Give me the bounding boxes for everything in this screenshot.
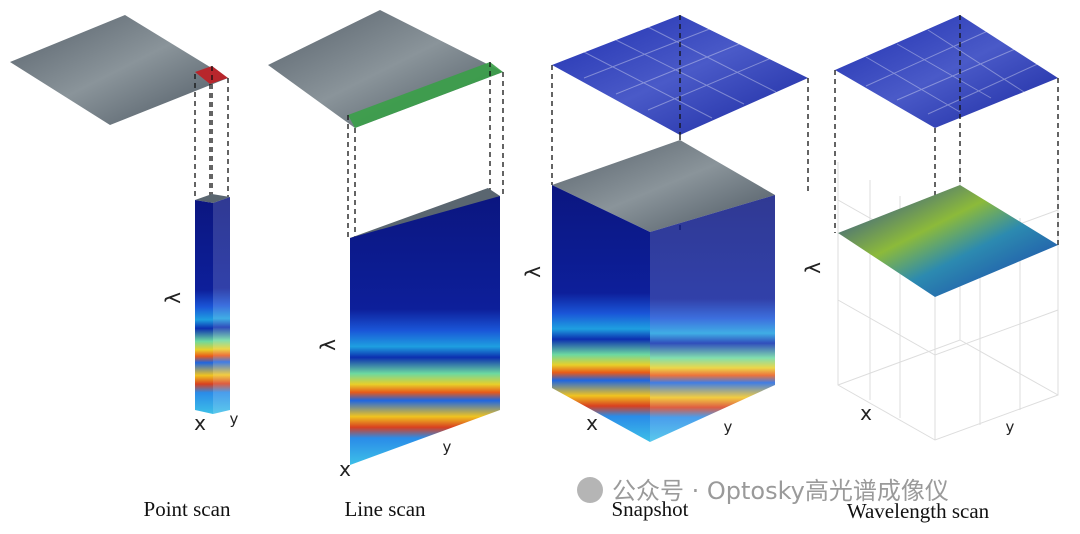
- lambda-label: λ: [161, 292, 185, 304]
- image-plane: [552, 15, 808, 135]
- projection-lines: [194, 66, 229, 203]
- lambda-label: λ: [316, 339, 340, 351]
- projection-lines: [834, 15, 1059, 297]
- column-front: [195, 200, 213, 414]
- snapshot-panel: λ x y Snapshot: [521, 15, 809, 521]
- x-label: x: [194, 411, 206, 435]
- line-scan-panel: λ x y Line scan: [268, 10, 504, 521]
- wavelength-scan-panel: λ x y Wavelength scan: [801, 15, 1059, 523]
- scan-line: [348, 62, 503, 128]
- image-plane: [835, 15, 1058, 128]
- cube-front: [552, 185, 650, 442]
- lambda-label: λ: [801, 262, 825, 274]
- projection-lines: [347, 62, 504, 240]
- x-label: x: [860, 401, 872, 425]
- y-label: y: [724, 418, 733, 436]
- caption: Snapshot: [611, 497, 688, 521]
- cube-top: [552, 140, 775, 232]
- caption: Wavelength scan: [847, 499, 990, 523]
- column-top: [195, 194, 230, 203]
- column-side: [213, 197, 230, 414]
- y-label: y: [443, 438, 452, 456]
- y-label: y: [230, 410, 239, 428]
- image-plane: [268, 10, 503, 128]
- caption: Point scan: [144, 497, 231, 521]
- y-label: y: [1006, 418, 1015, 436]
- watermark: 公众号 · Optosky高光谱成像仪: [612, 477, 949, 505]
- caption: Line scan: [344, 497, 426, 521]
- image-plane: [10, 15, 228, 125]
- lambda-label: λ: [521, 266, 545, 278]
- x-label: x: [586, 411, 598, 435]
- point-scan-panel: λ x y Point scan: [10, 15, 239, 521]
- band-slice: [838, 185, 1058, 297]
- watermark-icon: [577, 477, 603, 503]
- x-label: x: [339, 457, 351, 481]
- image-grid: [865, 29, 1043, 115]
- cube-front: [350, 196, 500, 465]
- cube-side: [650, 195, 775, 442]
